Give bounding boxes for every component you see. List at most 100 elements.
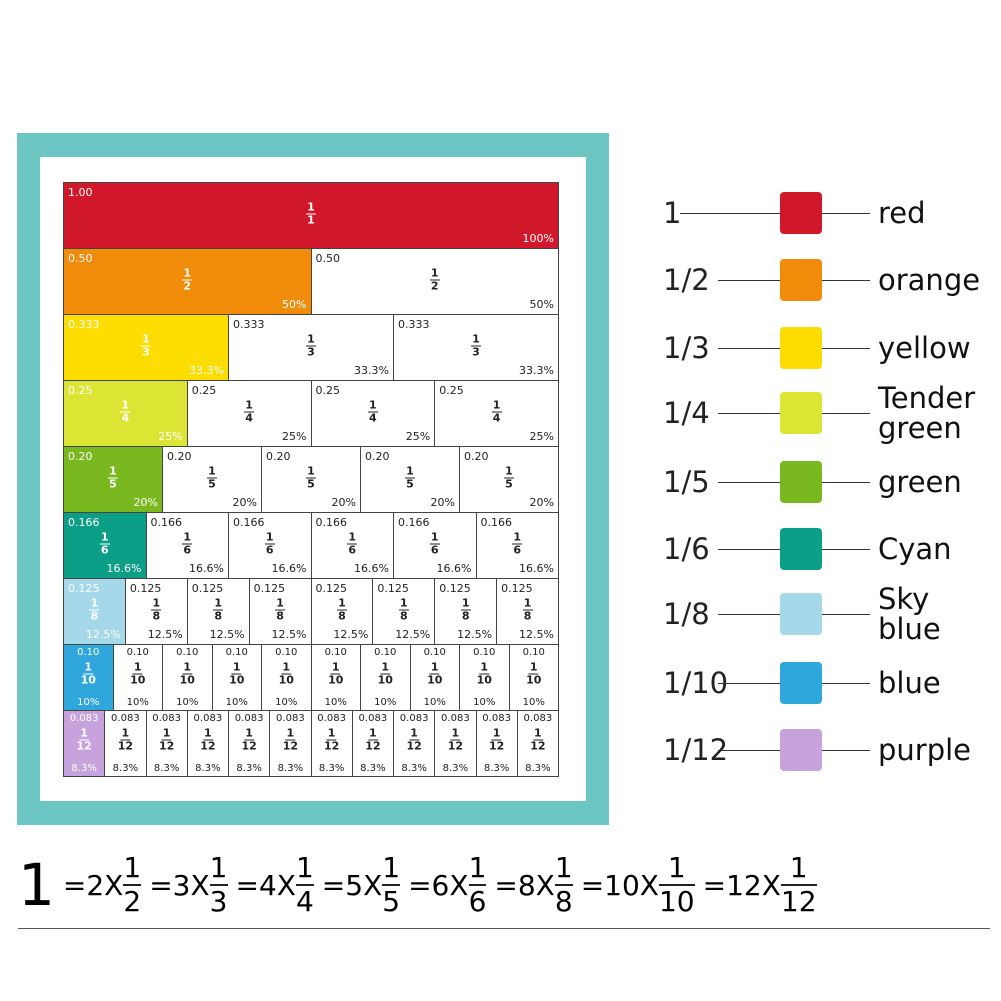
tile-percent: 33.3% [354,364,389,377]
tile-denominator: 8 [90,609,99,622]
tile-numerator: 1 [430,660,439,674]
legend-swatch [780,528,822,570]
fraction-bar [522,609,533,610]
fraction-tile: 0.083 1 12 8.3% [434,710,477,777]
tile-numerator: 1 [282,660,291,674]
tile-decimal: 0.166 [398,516,430,529]
tile-denominator: 10 [179,673,195,687]
connector [718,750,780,751]
legend-swatch [780,259,822,301]
tile-denominator: 10 [377,673,393,687]
connector [680,213,780,214]
tile-denominator: 10 [476,673,492,687]
connector [822,549,870,550]
tile-numerator: 1 [307,200,315,213]
fraction-tile: 0.083 1 12 8.3% [145,710,188,777]
equation-denominator: 12 [780,885,817,918]
tile-percent: 12.5% [519,628,554,641]
tile-numerator: 1 [529,660,538,674]
fraction-bar [306,213,316,214]
fraction-bar [471,345,481,346]
equation: 1 =2X 1 2 =3X 1 3 =4X 1 4 =5X 1 5 =6X 1 6 =8X 1 8 =10X 1 10 =… [18,845,825,925]
legend-name: green [878,465,962,499]
tile-numerator: 1 [133,660,142,674]
connector [822,750,870,751]
fraction-bar [491,411,502,412]
fraction-tile: 0.10 1 10 10% [261,644,312,711]
tile-percent: 25% [158,430,183,443]
fraction-tile: 0.125 1 8 12.5% [63,578,126,645]
tile-denominator: 10 [278,673,294,687]
tile-numerator: 1 [307,464,315,477]
tile-denominator: 4 [121,411,130,424]
tile-fraction: 1 12 [489,727,504,753]
fraction-bar [209,884,228,886]
tile-numerator: 1 [523,596,532,609]
tile-decimal: 0.10 [423,647,446,658]
fraction-bar [213,609,224,610]
tile-numerator: 1 [381,660,390,674]
equation-prefix: =12X [702,868,781,902]
tile-fraction: 1 10 [81,661,96,687]
fraction-tile: 0.25 1 4 25% [310,380,436,447]
connector [822,614,870,615]
tile-percent: 20% [430,496,455,509]
connector [822,482,870,483]
equation-numerator: 1 [468,851,487,884]
fraction-tile: 0.083 1 12 8.3% [186,710,229,777]
tile-percent: 10% [522,697,545,708]
tile-numerator: 1 [369,726,377,740]
fraction-bar [330,673,341,675]
fraction-tile: 0.125 1 8 12.5% [434,578,498,645]
tile-decimal: 0.083 [276,713,305,724]
fraction-bar [658,884,695,886]
tile-decimal: 0.10 [275,647,298,658]
tile-numerator: 1 [152,596,161,609]
tile-decimal: 0.083 [234,713,264,724]
tile-numerator: 1 [80,726,88,740]
tile-numerator: 1 [208,464,216,477]
tile-percent: 8.3% [71,763,97,774]
tile-numerator: 1 [121,726,130,740]
tile-percent: 16.6% [106,562,142,575]
tile-percent: 8.3% [277,763,304,774]
legend-swatch [780,593,822,635]
equation-denominator: 5 [382,885,401,918]
tile-decimal: 0.20 [167,450,192,463]
tile-percent: 12.5% [85,628,121,641]
tile-percent: 8.3% [401,763,427,774]
fraction-tile: 0.50 1 2 50% [63,248,312,315]
tile-fraction: 1 12 [448,727,463,753]
fraction-tile: 0.20 1 5 20% [261,446,361,513]
tile-percent: 10% [275,697,298,708]
fraction-bar [532,739,543,741]
legend-name: Sky blue [878,582,941,646]
tile-percent: 8.3% [525,763,551,774]
tile-numerator: 1 [142,332,150,345]
equation-prefix: =8X [494,868,555,902]
fraction-tile: 0.083 1 12 8.3% [228,710,271,777]
tile-decimal: 0.083 [69,713,99,724]
tile-fraction: 1 12 [283,727,298,753]
tile-decimal: 0.25 [439,384,464,397]
fraction-tile: 0.10 1 10 10% [211,644,262,711]
tile-percent: 12.5% [271,628,307,641]
fraction-bar [244,411,255,412]
tile-numerator: 1 [183,266,192,279]
tile-denominator: 5 [208,477,216,490]
tile-fraction: 1 12 [365,726,380,753]
tile-denominator: 10 [427,673,443,687]
fraction-tile: 0.10 1 10 10% [112,644,163,711]
connector [718,549,780,550]
legend-swatch [780,192,822,234]
